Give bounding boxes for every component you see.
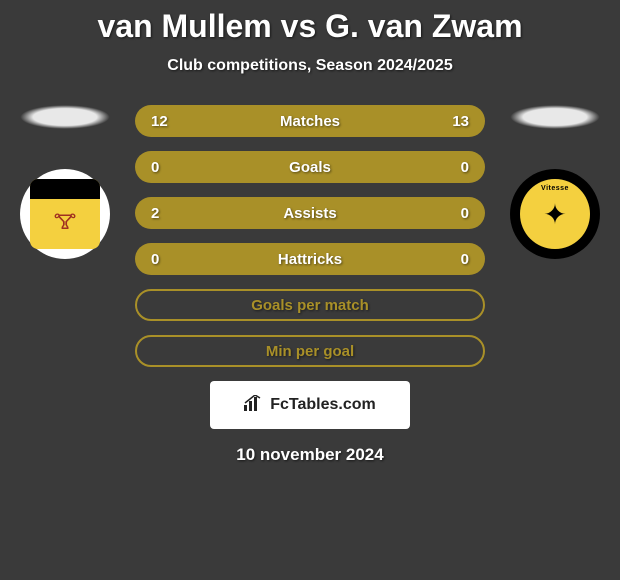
right-column: Vitesse ✦ [505,105,605,259]
date-line: 10 november 2024 [0,445,620,465]
stat-label: Min per goal [266,343,354,360]
stat-row-assists: 2 Assists 0 [135,197,485,229]
stat-left-value: 0 [151,159,159,176]
subtitle: Club competitions, Season 2024/2025 [0,57,620,75]
stat-label: Goals [289,159,331,176]
right-badge-text: Vitesse [541,185,569,192]
stat-right-value: 0 [461,205,469,222]
stat-row-goals-per-match: Goals per match [135,289,485,321]
animal-icon: 𐃮 [53,204,76,237]
stat-right-value: 13 [452,113,469,130]
attribution-badge: FcTables.com [210,381,410,429]
right-badge-circle: Vitesse ✦ [520,179,590,249]
eagle-icon: ✦ [543,198,566,231]
stat-right-value: 0 [461,159,469,176]
chart-icon [244,395,264,416]
comparison-card: van Mullem vs G. van Zwam Club competiti… [0,0,620,465]
player-silhouette-left [20,105,110,129]
stat-label: Assists [283,205,336,222]
left-club-badge: 𐃮 [20,169,110,259]
stat-row-min-per-goal: Min per goal [135,335,485,367]
stat-left-value: 12 [151,113,168,130]
left-column: 𐃮 [15,105,115,259]
player-silhouette-right [510,105,600,129]
attribution-text: FcTables.com [270,396,376,414]
left-badge-shield: 𐃮 [30,179,100,249]
stat-row-goals: 0 Goals 0 [135,151,485,183]
page-title: van Mullem vs G. van Zwam [0,8,620,45]
right-club-badge: Vitesse ✦ [510,169,600,259]
stat-label: Matches [280,113,340,130]
stat-left-value: 2 [151,205,159,222]
main-row: 𐃮 12Matches130Goals02Assists00Hattricks0… [0,105,620,367]
stat-left-value: 0 [151,251,159,268]
stats-column: 12 Matches 13 0 Goals 0 2 Assists 0 0 Hattricks 0 Go… [135,105,485,367]
stat-label: Goals per match [251,297,369,314]
stat-row-hattricks: 0 Hattricks 0 [135,243,485,275]
stat-row-matches: 12 Matches 13 [135,105,485,137]
stat-label: Hattricks [278,251,342,268]
stat-right-value: 0 [461,251,469,268]
